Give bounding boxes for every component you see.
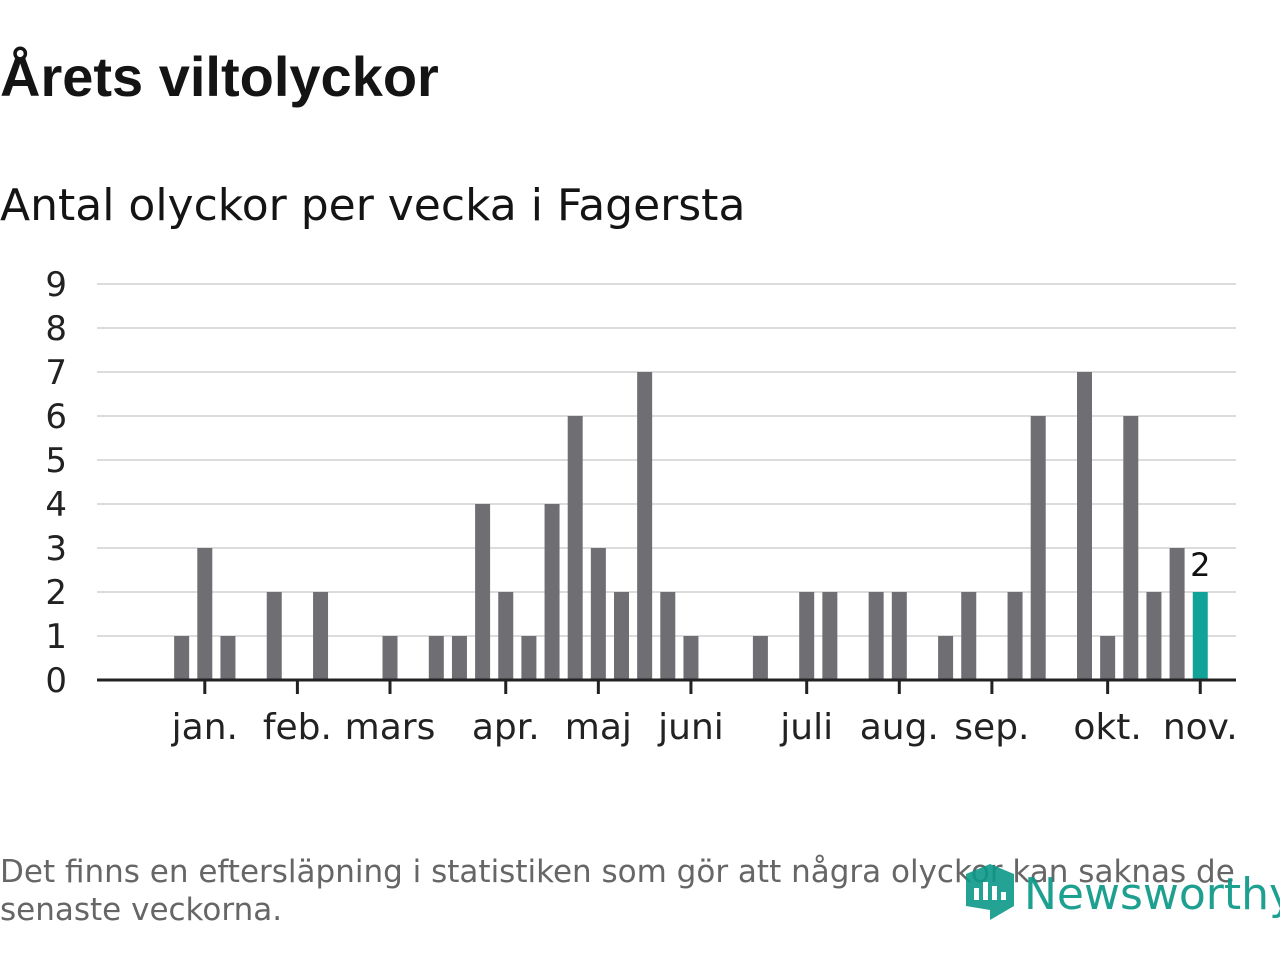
bar-week-42 bbox=[1100, 636, 1116, 680]
bar-week-29 bbox=[799, 592, 815, 680]
bar-week-33 bbox=[891, 592, 907, 680]
x-tick-label: aug. bbox=[860, 707, 939, 748]
chart-title: Årets viltolyckor bbox=[0, 45, 439, 108]
bar-week-30 bbox=[822, 592, 838, 680]
x-tick-label: mars bbox=[345, 707, 436, 748]
bar-week-18 bbox=[544, 504, 560, 680]
bar-week-43 bbox=[1123, 416, 1139, 680]
y-tick-label: 3 bbox=[45, 529, 67, 569]
bar-week-45 bbox=[1169, 548, 1185, 680]
chart-subtitle: Antal olyckor per vecka i Fagersta bbox=[0, 180, 746, 231]
bar-week-36 bbox=[961, 592, 977, 680]
x-tick-label: apr. bbox=[472, 707, 540, 748]
x-tick-label: nov. bbox=[1163, 707, 1238, 748]
bar-week-3 bbox=[197, 548, 213, 680]
newsworthy-logo: Newsworthy bbox=[962, 858, 1280, 930]
bar-week-24 bbox=[683, 636, 699, 680]
x-tick-label: juli bbox=[779, 707, 833, 748]
bar-week-32 bbox=[868, 592, 884, 680]
bar-week-8 bbox=[313, 592, 329, 680]
bar-week-39 bbox=[1030, 416, 1046, 680]
y-tick-label: 7 bbox=[45, 353, 67, 393]
x-tick-label: feb. bbox=[263, 707, 332, 748]
x-tick-label: juni bbox=[657, 707, 724, 748]
bar-week-27 bbox=[752, 636, 768, 680]
bar-week-38 bbox=[1007, 592, 1023, 680]
y-tick-label: 1 bbox=[45, 617, 67, 657]
bar-week-15 bbox=[475, 504, 491, 680]
newsworthy-logo-icon bbox=[966, 864, 1014, 920]
x-tick-label: okt. bbox=[1073, 707, 1141, 748]
y-tick-label: 0 bbox=[45, 661, 67, 701]
bar-week-17 bbox=[521, 636, 537, 680]
bar-week-23 bbox=[660, 592, 676, 680]
bar-week-16 bbox=[498, 592, 514, 680]
x-tick-label: sep. bbox=[954, 707, 1029, 748]
bar-week-6 bbox=[266, 592, 282, 680]
y-tick-label: 6 bbox=[45, 397, 67, 437]
y-tick-label: 8 bbox=[45, 309, 67, 349]
y-tick-label: 4 bbox=[45, 485, 67, 525]
y-tick-label: 2 bbox=[45, 573, 67, 613]
bar-week-11 bbox=[382, 636, 398, 680]
bar-week-35 bbox=[938, 636, 954, 680]
bar-week-4 bbox=[220, 636, 236, 680]
bar-week-22 bbox=[637, 372, 653, 680]
y-tick-label: 9 bbox=[45, 265, 67, 305]
footnote: Det finns en eftersläpning i statistiken… bbox=[0, 854, 1235, 928]
bar-week-13 bbox=[428, 636, 444, 680]
bar-week-19 bbox=[567, 416, 583, 680]
current-week-value-label: 2 bbox=[1190, 546, 1210, 584]
bar-week-41 bbox=[1077, 372, 1092, 680]
brand-name: Newsworthy bbox=[1024, 868, 1280, 920]
x-tick-label: jan. bbox=[171, 707, 238, 748]
bar-week-2 bbox=[174, 636, 190, 680]
bar-current-week bbox=[1192, 592, 1208, 680]
bar-week-14 bbox=[451, 636, 467, 680]
bar-week-44 bbox=[1146, 592, 1162, 680]
y-tick-label: 5 bbox=[45, 441, 67, 481]
x-tick-label: maj bbox=[565, 707, 632, 748]
bar-week-21 bbox=[614, 592, 629, 680]
bar-week-20 bbox=[590, 548, 606, 680]
